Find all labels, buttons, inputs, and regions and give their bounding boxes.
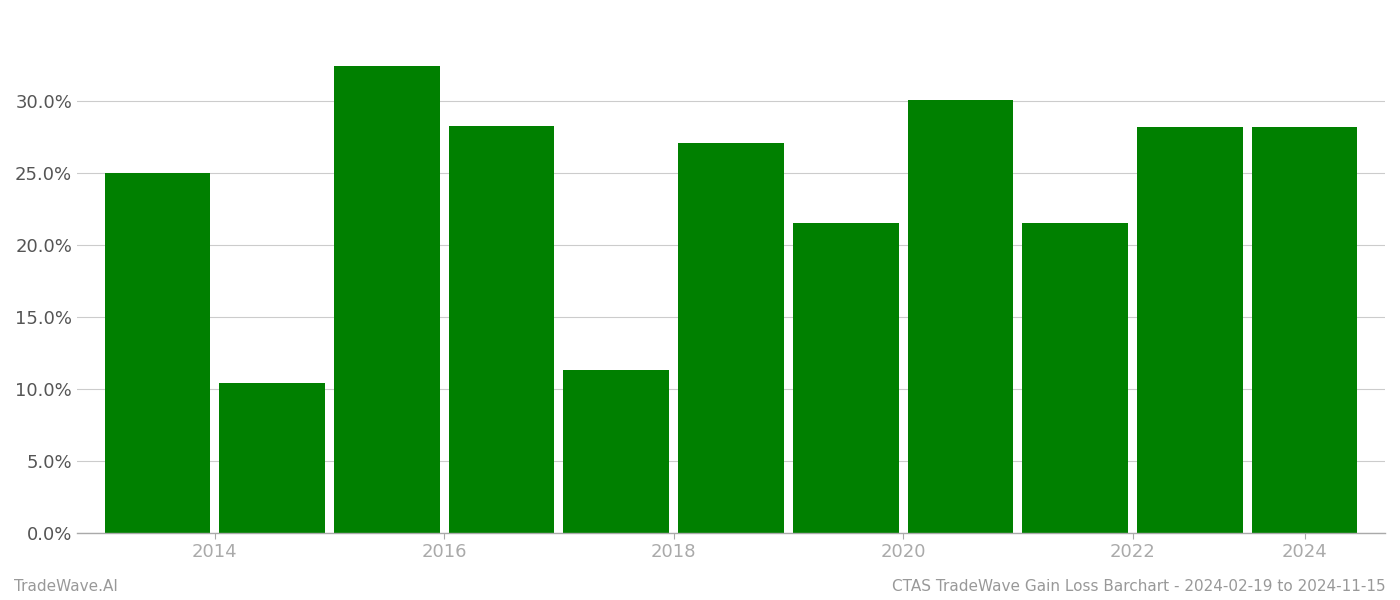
Bar <box>678 143 784 533</box>
Bar <box>335 65 440 533</box>
Bar <box>1137 127 1243 533</box>
Bar <box>105 173 210 533</box>
Text: TradeWave.AI: TradeWave.AI <box>14 579 118 594</box>
Text: CTAS TradeWave Gain Loss Barchart - 2024-02-19 to 2024-11-15: CTAS TradeWave Gain Loss Barchart - 2024… <box>892 579 1386 594</box>
Bar <box>449 126 554 533</box>
Bar <box>1022 223 1128 533</box>
Bar <box>1252 127 1358 533</box>
Bar <box>220 383 325 533</box>
Bar <box>792 223 899 533</box>
Bar <box>563 370 669 533</box>
Bar <box>907 100 1014 533</box>
